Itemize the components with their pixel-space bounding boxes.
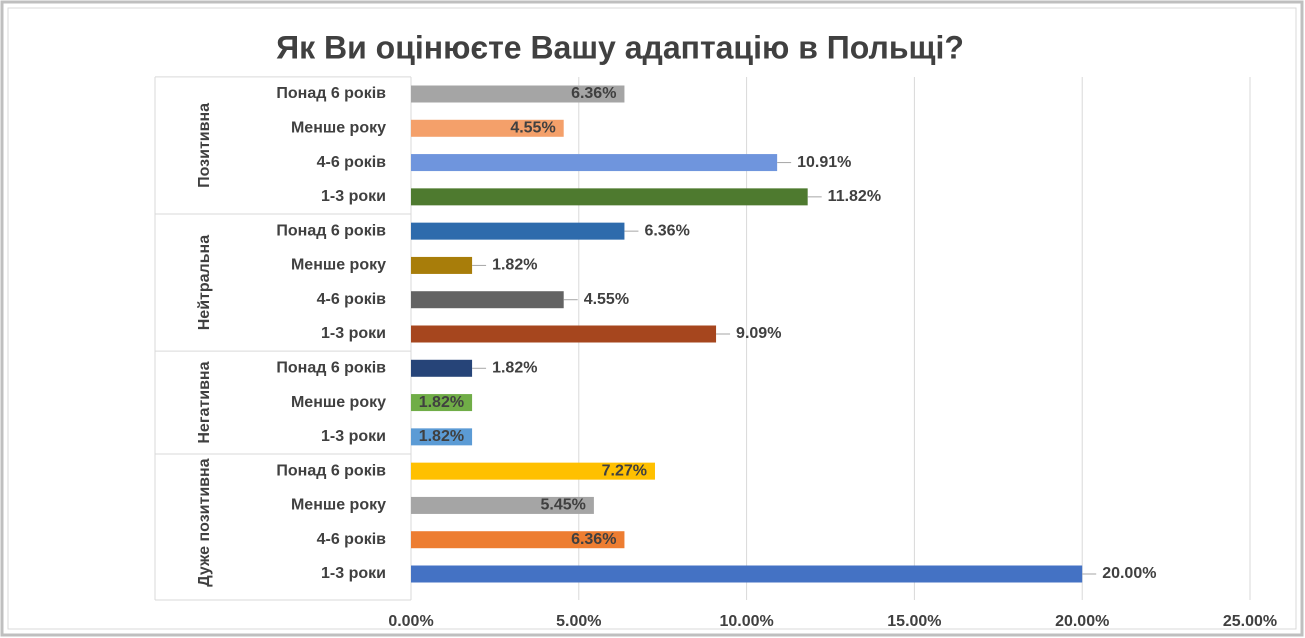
group-label: Дуже позитивна: [196, 458, 213, 586]
bar: [411, 119, 564, 137]
x-tick-label: 15.00%: [887, 613, 941, 630]
value-label: 1.82%: [419, 428, 464, 445]
bar: [411, 256, 473, 274]
category-label: 1-3 роки: [321, 565, 386, 582]
value-label: 1.82%: [492, 257, 537, 274]
value-label: 6.36%: [571, 85, 616, 102]
bar: [411, 531, 625, 549]
value-label: 4.55%: [510, 120, 555, 137]
group-label: Негативна: [196, 361, 213, 443]
value-label: 1.82%: [419, 394, 464, 411]
category-label: 4-6 років: [317, 291, 387, 308]
category-label: Понад 6 років: [276, 222, 386, 239]
category-label: 1-3 роки: [321, 325, 386, 342]
value-label: 20.00%: [1102, 565, 1156, 582]
value-label: 7.27%: [602, 462, 647, 479]
value-label: 5.45%: [541, 497, 586, 514]
x-tick-label: 5.00%: [556, 613, 601, 630]
x-tick-label: 25.00%: [1223, 613, 1277, 630]
category-label: 4-6 років: [317, 531, 387, 548]
chart-title: Як Ви оцінюєте Вашу адаптацію в Польщі?: [276, 29, 964, 65]
bar: [411, 85, 625, 103]
value-label: 6.36%: [644, 222, 689, 239]
category-label: Понад 6 років: [276, 85, 386, 102]
bar: [411, 222, 625, 240]
x-tick-label: 20.00%: [1055, 613, 1109, 630]
group-label: Нейтральна: [196, 235, 213, 330]
bar: [411, 496, 594, 514]
bar: [411, 462, 655, 480]
category-label: Понад 6 років: [276, 462, 386, 479]
bar: [411, 154, 778, 172]
category-label: Менше року: [291, 497, 386, 514]
group-label: Позитивна: [196, 103, 213, 188]
bar: [411, 291, 564, 309]
bar: [411, 428, 473, 446]
value-label: 11.82%: [828, 188, 881, 205]
value-label: 10.91%: [797, 154, 851, 171]
category-label: 1-3 роки: [321, 428, 386, 445]
value-label: 9.09%: [736, 325, 781, 342]
inner-frame: [7, 7, 1297, 630]
category-label: Менше року: [291, 394, 386, 411]
bar: [411, 394, 473, 412]
x-tick-label: 10.00%: [719, 613, 773, 630]
x-tick-label: 0.00%: [388, 613, 433, 630]
category-label: 4-6 років: [317, 154, 387, 171]
bar: [411, 325, 717, 343]
value-label: 1.82%: [492, 360, 537, 377]
category-label: 1-3 роки: [321, 188, 386, 205]
category-label: Менше року: [291, 257, 386, 274]
value-label: 4.55%: [584, 291, 629, 308]
value-label: 6.36%: [571, 531, 616, 548]
bar: [411, 188, 808, 206]
bar: [411, 565, 1083, 583]
bar: [411, 359, 473, 377]
category-label: Понад 6 років: [276, 360, 386, 377]
category-label: Менше року: [291, 120, 386, 137]
